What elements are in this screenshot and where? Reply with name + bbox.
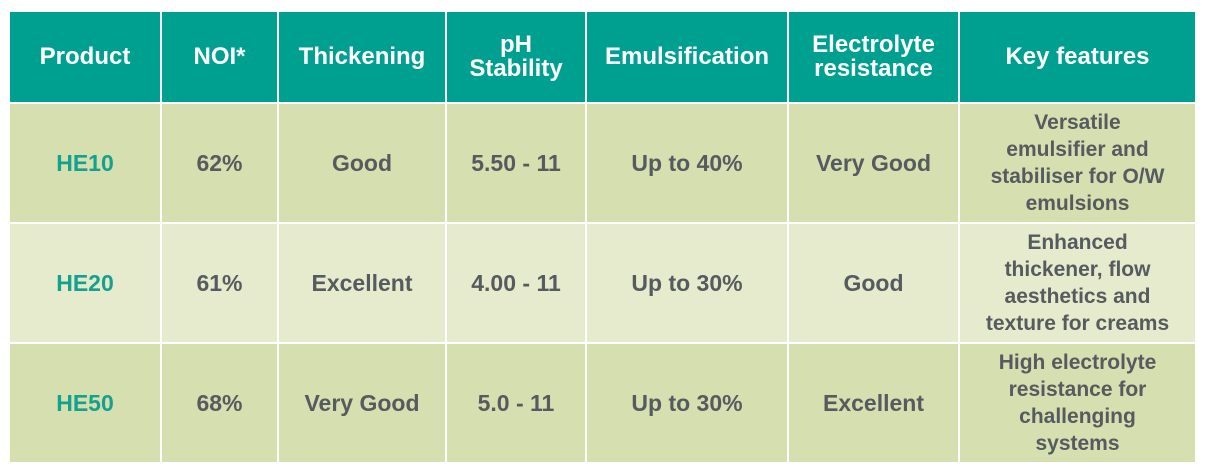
table-header-row: Product NOI* Thickening pH Stability Emu… bbox=[8, 10, 1197, 104]
cell-emulsification: Up to 30% bbox=[585, 342, 789, 464]
header-noi: NOI* bbox=[160, 10, 279, 104]
header-thickening: Thickening bbox=[277, 10, 447, 104]
feature-line: emulsions bbox=[1025, 192, 1130, 215]
feature-line: Versatile bbox=[1034, 111, 1121, 134]
cell-electrolyte-resistance: Excellent bbox=[787, 342, 960, 464]
product-comparison-table: Product NOI* Thickening pH Stability Emu… bbox=[8, 10, 1197, 464]
feature-line: Enhanced bbox=[1027, 231, 1128, 254]
cell-product: HE20 bbox=[8, 222, 162, 344]
header-ph-stability: pH Stability bbox=[445, 10, 587, 104]
feature-line: challenging bbox=[1019, 405, 1136, 428]
feature-line: aesthetics and bbox=[1004, 285, 1151, 308]
cell-noi: 68% bbox=[160, 342, 279, 464]
header-ph-line2: Stability bbox=[469, 55, 563, 82]
cell-ph-stability: 5.50 - 11 bbox=[445, 102, 587, 224]
cell-ph-stability: 4.00 - 11 bbox=[445, 222, 587, 344]
cell-product: HE50 bbox=[8, 342, 162, 464]
header-electrolyte-line1: Electrolyte bbox=[812, 31, 935, 58]
table-row: HE50 68% Very Good 5.0 - 11 Up to 30% Ex… bbox=[8, 342, 1197, 464]
feature-line: stabiliser for O/W bbox=[990, 165, 1165, 188]
cell-emulsification: Up to 40% bbox=[585, 102, 789, 224]
cell-electrolyte-resistance: Good bbox=[787, 222, 960, 344]
feature-line: resistance for bbox=[1008, 378, 1147, 401]
cell-thickening: Very Good bbox=[277, 342, 447, 464]
table-row: HE10 62% Good 5.50 - 11 Up to 40% Very G… bbox=[8, 102, 1197, 224]
cell-thickening: Excellent bbox=[277, 222, 447, 344]
header-electrolyte-line2: resistance bbox=[814, 55, 933, 82]
cell-electrolyte-resistance: Very Good bbox=[787, 102, 960, 224]
cell-product: HE10 bbox=[8, 102, 162, 224]
cell-noi: 62% bbox=[160, 102, 279, 224]
feature-line: High electrolyte bbox=[998, 351, 1157, 374]
cell-key-features: Enhanced thickener, flow aesthetics and … bbox=[958, 222, 1197, 344]
cell-noi: 61% bbox=[160, 222, 279, 344]
header-product: Product bbox=[8, 10, 162, 104]
feature-line: systems bbox=[1035, 432, 1120, 455]
header-ph-line1: pH bbox=[500, 31, 532, 58]
cell-key-features: High electrolyte resistance for challeng… bbox=[958, 342, 1197, 464]
feature-line: thickener, flow bbox=[1004, 258, 1151, 281]
cell-emulsification: Up to 30% bbox=[585, 222, 789, 344]
feature-line: emulsifier and bbox=[1006, 138, 1149, 161]
feature-line: texture for creams bbox=[985, 312, 1170, 335]
header-emulsification: Emulsification bbox=[585, 10, 789, 104]
header-electrolyte-resistance: Electrolyte resistance bbox=[787, 10, 960, 104]
table-row: HE20 61% Excellent 4.00 - 11 Up to 30% G… bbox=[8, 222, 1197, 344]
cell-ph-stability: 5.0 - 11 bbox=[445, 342, 587, 464]
cell-key-features: Versatile emulsifier and stabiliser for … bbox=[958, 102, 1197, 224]
cell-thickening: Good bbox=[277, 102, 447, 224]
header-key-features: Key features bbox=[958, 10, 1197, 104]
